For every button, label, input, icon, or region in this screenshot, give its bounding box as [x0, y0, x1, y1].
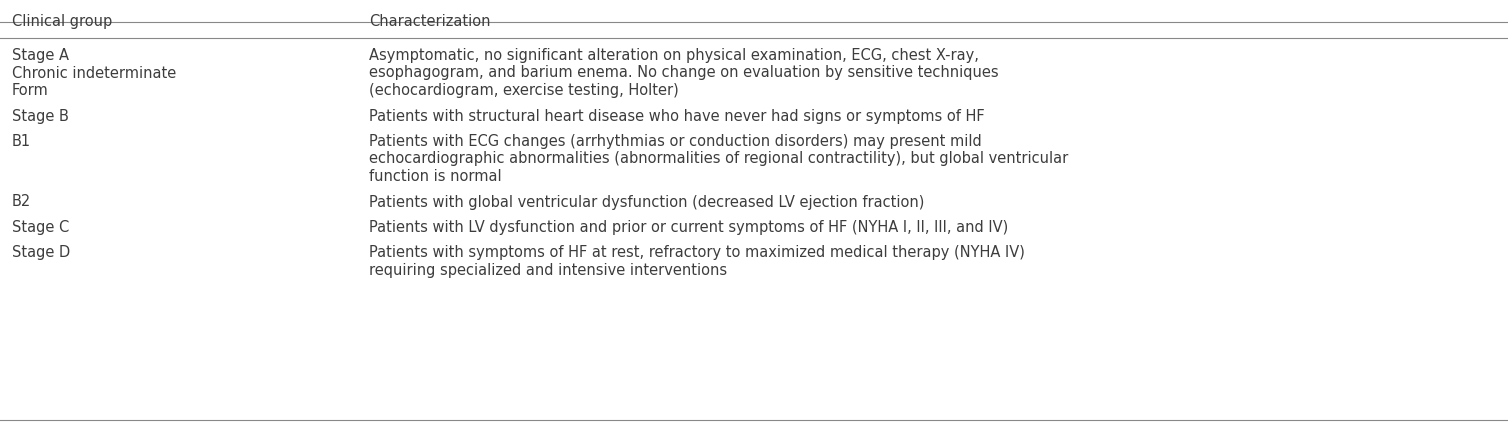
Text: Chronic indeterminate: Chronic indeterminate — [12, 66, 176, 80]
Text: esophagogram, and barium enema. No change on evaluation by sensitive techniques: esophagogram, and barium enema. No chang… — [369, 66, 1000, 80]
Text: Patients with symptoms of HF at rest, refractory to maximized medical therapy (N: Patients with symptoms of HF at rest, re… — [369, 245, 1025, 260]
Text: B2: B2 — [12, 194, 32, 210]
Text: requiring specialized and intensive interventions: requiring specialized and intensive inte… — [369, 263, 727, 278]
Text: Clinical group: Clinical group — [12, 14, 112, 29]
Text: Asymptomatic, no significant alteration on physical examination, ECG, chest X-ra: Asymptomatic, no significant alteration … — [369, 48, 979, 63]
Text: echocardiographic abnormalities (abnormalities of regional contractility), but g: echocardiographic abnormalities (abnorma… — [369, 152, 1069, 166]
Text: Patients with structural heart disease who have never had signs or symptoms of H: Patients with structural heart disease w… — [369, 108, 985, 124]
Text: function is normal: function is normal — [369, 169, 502, 184]
Text: Stage A: Stage A — [12, 48, 69, 63]
Text: (echocardiogram, exercise testing, Holter): (echocardiogram, exercise testing, Holte… — [369, 83, 679, 98]
Text: B1: B1 — [12, 134, 32, 149]
Text: Patients with global ventricular dysfunction (decreased LV ejection fraction): Patients with global ventricular dysfunc… — [369, 194, 924, 210]
Text: Patients with LV dysfunction and prior or current symptoms of HF (NYHA I, II, II: Patients with LV dysfunction and prior o… — [369, 220, 1009, 235]
Text: Patients with ECG changes (arrhythmias or conduction disorders) may present mild: Patients with ECG changes (arrhythmias o… — [369, 134, 982, 149]
Text: Stage C: Stage C — [12, 220, 69, 235]
Text: Form: Form — [12, 83, 48, 98]
Text: Stage B: Stage B — [12, 108, 69, 124]
Text: Stage D: Stage D — [12, 245, 71, 260]
Text: Characterization: Characterization — [369, 14, 492, 29]
